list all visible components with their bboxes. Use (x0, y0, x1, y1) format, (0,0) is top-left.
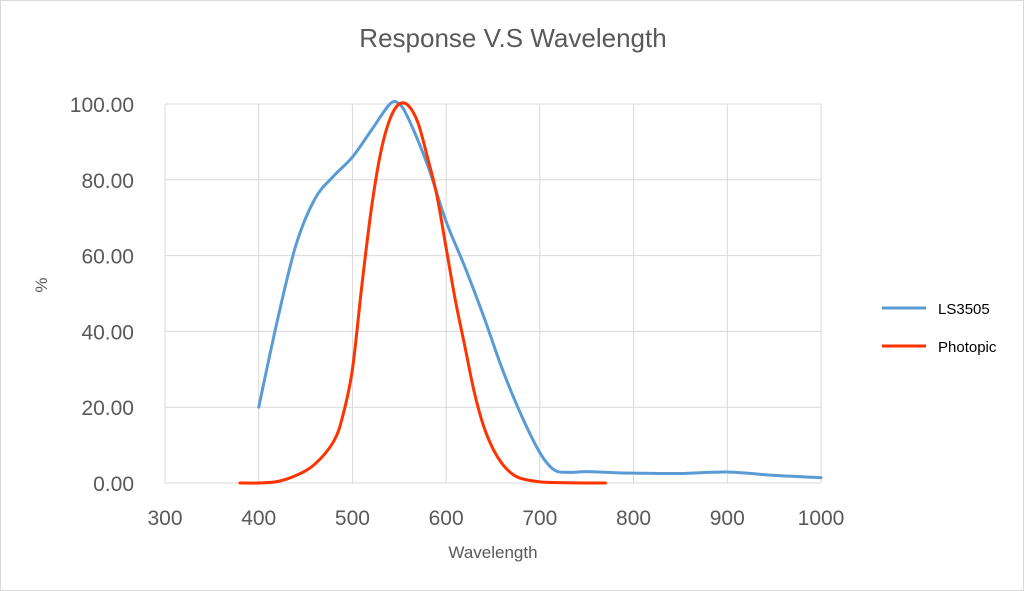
series-line-photopic (238, 101, 607, 485)
x-tick-label: 600 (429, 507, 464, 530)
tick-labels: 0.00 20.00 40.00 60.00 80.00 100.00 300 400 500 6… (70, 94, 845, 530)
x-tick-label: 700 (522, 507, 557, 530)
y-axis-label: % (32, 277, 51, 292)
y-tick-label: 20.00 (81, 397, 134, 420)
x-tick-label: 300 (147, 507, 182, 530)
y-tick-label: 40.00 (81, 321, 134, 344)
y-tick-label: 0.00 (93, 473, 134, 496)
y-tick-label: 60.00 (81, 246, 134, 269)
legend-label: LS3505 (938, 301, 990, 318)
x-tick-label: 500 (335, 507, 370, 530)
x-tick-label: 1000 (798, 507, 845, 530)
x-axis-label: Wavelength (448, 543, 537, 562)
series-line-ls3505 (257, 99, 823, 480)
legend-item-ls3505: LS3505 (882, 301, 990, 318)
x-tick-label: 400 (241, 507, 276, 530)
x-tick-label: 900 (710, 507, 745, 530)
legend-label: Photopic (938, 339, 997, 356)
chart-title: Response V.S Wavelength (359, 23, 666, 53)
grid (164, 103, 822, 483)
series-lines (238, 99, 823, 485)
legend: LS3505 Photopic (882, 301, 997, 356)
x-tick-label: 800 (616, 507, 651, 530)
y-tick-label: 80.00 (81, 170, 134, 193)
y-tick-label: 100.00 (70, 94, 134, 117)
legend-item-photopic: Photopic (882, 339, 997, 356)
